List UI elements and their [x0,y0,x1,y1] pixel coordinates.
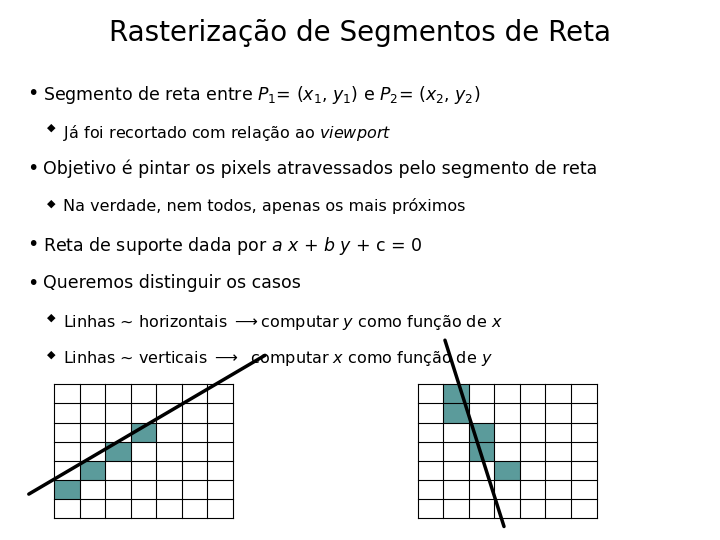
Text: ◆: ◆ [47,198,55,208]
Text: •: • [27,235,39,254]
Bar [494,461,520,480]
Text: Queremos distinguir os casos: Queremos distinguir os casos [43,274,301,292]
Text: •: • [27,159,39,178]
Bar [469,442,494,461]
Text: Segmento de reta entre $P_1$= ($x_1$, $y_1$) e $P_2$= ($x_2$, $y_2$): Segmento de reta entre $P_1$= ($x_1$, $y… [43,84,480,106]
Text: Já foi recortado com relação ao $\it{viewport}$: Já foi recortado com relação ao $\it{vie… [63,123,392,143]
Text: ◆: ◆ [47,313,55,323]
Text: Linhas ~ verticais $\longrightarrow$  computar $x$ como função de $y$: Linhas ~ verticais $\longrightarrow$ com… [63,349,493,368]
Text: ◆: ◆ [47,123,55,133]
Bar [469,422,494,442]
Text: Rasterização de Segmentos de Reta: Rasterização de Segmentos de Reta [109,19,611,47]
Text: ◆: ◆ [47,349,55,360]
Bar [443,384,469,403]
Bar [105,442,131,461]
Bar [131,422,156,442]
Text: Linhas ~ horizontais $\longrightarrow$computar $y$ como função de $x$: Linhas ~ horizontais $\longrightarrow$co… [63,313,503,332]
Text: •: • [27,84,39,103]
Text: •: • [27,274,39,293]
Text: Na verdade, nem todos, apenas os mais próximos: Na verdade, nem todos, apenas os mais pr… [63,198,466,214]
Bar [54,480,79,499]
Text: Objetivo é pintar os pixels atravessados pelo segmento de reta: Objetivo é pintar os pixels atravessados… [43,159,598,178]
Bar [79,461,105,480]
Text: Reta de suporte dada por $a$ $x$ + $b$ $y$ + c = 0: Reta de suporte dada por $a$ $x$ + $b$ $… [43,235,423,257]
Bar [443,403,469,422]
